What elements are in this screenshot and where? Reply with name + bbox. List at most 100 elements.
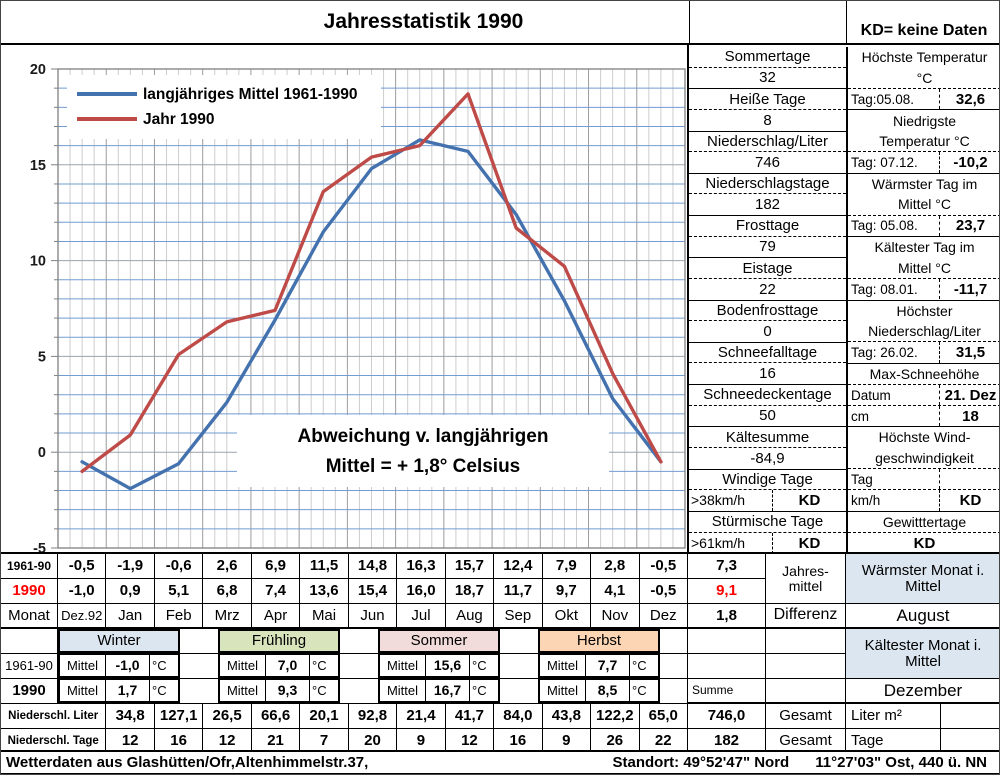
mean-month-value[interactable]: 2,8 — [591, 554, 640, 579]
precip-liter-value[interactable]: 122,2 — [591, 704, 640, 729]
year-month-value[interactable]: 5,1 — [154, 579, 204, 604]
jahresmittel-label[interactable]: Jahres-mittel — [766, 554, 846, 604]
precip-tage-label[interactable]: Niederschl. Tage — [1, 729, 107, 754]
month-name-cell[interactable]: Aug — [445, 604, 495, 629]
precip-tage-value[interactable]: 16 — [494, 729, 543, 754]
mean-month-value[interactable]: 7,9 — [542, 554, 592, 579]
month-name-cell[interactable]: Apr — [251, 604, 301, 629]
mean-month-value[interactable]: 11,5 — [300, 554, 349, 579]
season-header-frühling[interactable]: Frühling — [218, 629, 340, 653]
temperature-chart[interactable]: 20 15 10 5 0 -5 langjähriges Mittel 1961-1990 J… — [1, 43, 689, 552]
month-name-cell[interactable]: Feb — [154, 604, 204, 629]
mean-month-value[interactable]: -0,5 — [58, 554, 107, 579]
season-group[interactable]: Mittel -1,0 °C — [58, 654, 180, 678]
gesamt-label[interactable]: Gesamt — [766, 704, 846, 729]
month-name-cell[interactable]: Jun — [348, 604, 398, 629]
month-name-cell[interactable]: Okt — [542, 604, 592, 629]
season-row-label[interactable]: 1961-90 — [1, 654, 58, 679]
mean-month-value[interactable]: -1,9 — [106, 554, 155, 579]
stat-group[interactable]: Gewitttertage KD — [848, 512, 999, 554]
mean-month-value[interactable]: -0,6 — [154, 554, 204, 579]
precip-liter-value[interactable]: 26,5 — [203, 704, 252, 729]
year-month-value[interactable]: 16,0 — [397, 579, 446, 604]
row-label-mean[interactable]: 1961-90 — [1, 554, 58, 579]
season-group[interactable]: Mittel 8,5 °C — [538, 679, 660, 703]
stat-group[interactable]: Höchster Niederschlag/Liter Tag: 26.02. 31,… — [848, 301, 999, 364]
season-header-winter[interactable]: Winter — [58, 629, 180, 653]
precip-liter-value[interactable]: 84,0 — [494, 704, 543, 729]
coldest-month-value[interactable]: Dezember — [846, 679, 999, 704]
precip-liter-unit-cell[interactable]: Liter m² — [846, 704, 999, 729]
precip-tage-value[interactable]: 12 — [106, 729, 155, 754]
precip-liter-value[interactable]: 92,8 — [348, 704, 398, 729]
gesamt-label[interactable]: Gesamt — [766, 729, 846, 754]
precip-tage-value[interactable]: 22 — [639, 729, 688, 754]
precip-liter-value[interactable]: 20,1 — [300, 704, 349, 729]
month-name-cell[interactable]: Jan — [106, 604, 155, 629]
precip-tage-value[interactable]: 21 — [251, 729, 301, 754]
month-name-cell[interactable]: Mrz — [203, 604, 252, 629]
month-name-cell[interactable]: Mai — [300, 604, 349, 629]
mean-month-value[interactable]: -0,5 — [639, 554, 688, 579]
row-label-monat[interactable]: Monat — [1, 604, 58, 629]
stat-group[interactable]: Höchste Temperatur °C Tag:05.08. 32,6 — [848, 47, 999, 111]
precip-liter-total[interactable]: 746,0 — [688, 704, 766, 729]
season-row-label-empty[interactable] — [1, 629, 58, 654]
stat-row[interactable]: Stürmische Tage >61km/h KD — [689, 512, 846, 554]
month-name-cell[interactable]: Nov — [591, 604, 640, 629]
stat-row[interactable]: Niederschlag/Liter 746 — [689, 132, 846, 174]
month-name-cell[interactable]: Jul — [397, 604, 446, 629]
legend-box[interactable] — [67, 75, 381, 139]
year-month-value[interactable]: -0,5 — [639, 579, 688, 604]
stat-row[interactable]: Kältesumme -84,9 — [689, 427, 846, 470]
coldest-month-cell[interactable]: Kältester Monat i. Mittel — [846, 629, 999, 679]
stat-group[interactable]: Höchste Wind-geschwindigkeit Tag km/h KD — [848, 427, 999, 512]
precip-liter-value[interactable]: 34,8 — [106, 704, 155, 729]
empty-cell[interactable] — [766, 654, 846, 679]
season-group[interactable]: Mittel 16,7 °C — [378, 679, 500, 703]
summe-label[interactable]: Summe — [688, 679, 766, 704]
season-header-herbst[interactable]: Herbst — [538, 629, 660, 653]
month-name-cell[interactable]: Dez.92 — [58, 604, 107, 629]
row-label-1990[interactable]: 1990 — [1, 579, 58, 604]
stat-group[interactable]: Niedrigste Temperatur °C Tag: 07.12. -10,2 — [848, 110, 999, 174]
year-month-value[interactable]: 13,6 — [300, 579, 349, 604]
precip-tage-value[interactable]: 9 — [397, 729, 446, 754]
stat-group[interactable]: Max-Schneehöhe Datum 21. Dez cm 18 — [848, 364, 999, 428]
precip-tage-total[interactable]: 182 — [688, 729, 766, 754]
precip-liter-value[interactable]: 66,6 — [251, 704, 301, 729]
month-name-cell[interactable]: Sep — [494, 604, 543, 629]
annual-diff-value[interactable]: 1,8 — [688, 604, 766, 629]
season-group[interactable]: Mittel 15,6 °C — [378, 654, 500, 678]
precip-liter-value[interactable]: 43,8 — [542, 704, 592, 729]
precip-liter-value[interactable]: 65,0 — [639, 704, 688, 729]
stat-row[interactable]: Schneefalltage 16 — [689, 343, 846, 385]
precip-liter-label[interactable]: Niederschl. Liter — [1, 704, 107, 729]
stat-group[interactable]: Kältester Tag im Mittel °C Tag: 08.01. -11,… — [848, 237, 999, 301]
season-group[interactable]: Mittel 7,7 °C — [538, 654, 660, 678]
year-month-value[interactable]: 6,8 — [203, 579, 252, 604]
year-month-value[interactable]: 0,9 — [106, 579, 155, 604]
warmest-month-cell[interactable]: Wärmster Monat i. Mittel — [846, 554, 999, 604]
annual-1990-value[interactable]: 9,1 — [688, 579, 766, 604]
precip-liter-value[interactable]: 21,4 — [397, 704, 446, 729]
empty-cell[interactable] — [688, 654, 766, 679]
stat-row[interactable]: Heiße Tage 8 — [689, 89, 846, 132]
stat-row[interactable]: Schneedeckentage 50 — [689, 385, 846, 428]
precip-tage-unit-cell[interactable]: Tage — [846, 729, 999, 754]
mean-month-value[interactable]: 6,9 — [251, 554, 301, 579]
precip-tage-value[interactable]: 20 — [348, 729, 398, 754]
year-month-value[interactable]: 7,4 — [251, 579, 301, 604]
empty-cell[interactable] — [766, 629, 846, 654]
season-row-label[interactable]: 1990 — [1, 679, 58, 704]
precip-tage-value[interactable]: 16 — [154, 729, 204, 754]
year-month-value[interactable]: 11,7 — [494, 579, 543, 604]
season-group[interactable]: Mittel 9,3 °C — [218, 679, 340, 703]
warmest-month-value[interactable]: August — [846, 604, 999, 629]
precip-liter-value[interactable]: 41,7 — [445, 704, 495, 729]
stat-row[interactable]: Frosttage 79 — [689, 216, 846, 259]
season-group[interactable]: Mittel 1,7 °C — [58, 679, 180, 703]
differenz-label[interactable]: Differenz — [766, 604, 846, 629]
year-month-value[interactable]: 9,7 — [542, 579, 592, 604]
precip-tage-value[interactable]: 12 — [445, 729, 495, 754]
